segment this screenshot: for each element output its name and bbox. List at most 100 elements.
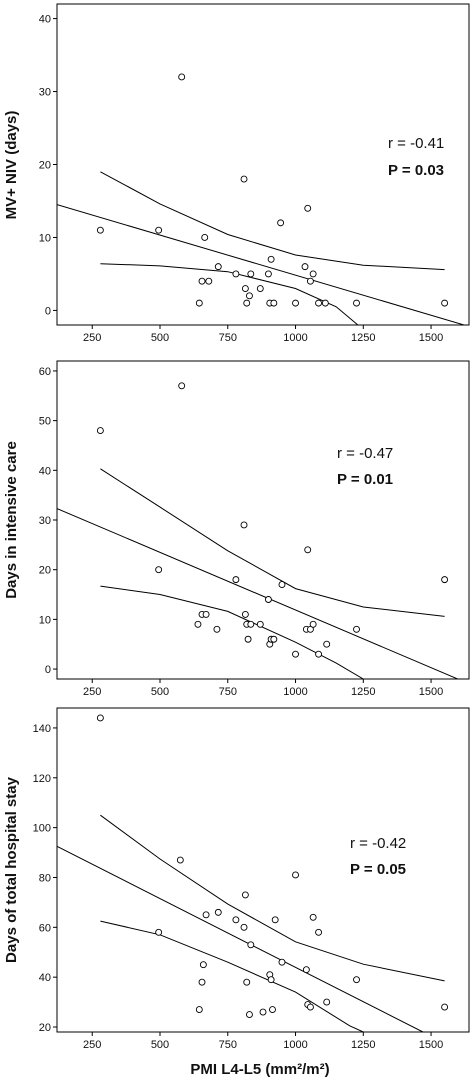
x-tick-label: 1500 xyxy=(419,1039,443,1051)
data-point xyxy=(304,546,312,554)
data-point xyxy=(271,916,279,924)
x-tick-label: 1250 xyxy=(351,1039,375,1051)
y-tick-label: 60 xyxy=(39,366,51,378)
x-tick-label: 1000 xyxy=(283,1039,307,1051)
y-tick-label: 10 xyxy=(39,232,51,244)
data-point xyxy=(306,277,314,285)
data-point xyxy=(353,299,360,307)
data-point xyxy=(315,299,323,307)
y-tick-label: 140 xyxy=(33,723,51,735)
data-point xyxy=(155,226,163,234)
data-point xyxy=(178,73,186,81)
x-tick-label: 1000 xyxy=(283,332,307,344)
data-point xyxy=(267,976,275,984)
data-point xyxy=(302,966,310,974)
data-point xyxy=(243,978,251,986)
data-point xyxy=(240,923,248,931)
data-point xyxy=(247,941,255,949)
confidence-band-upper xyxy=(100,468,445,617)
regression-lines xyxy=(57,171,466,325)
data-point xyxy=(353,625,360,633)
series-layer: 0 10 20 30 40 250 500 750 1000 1250 1500 xyxy=(39,14,466,344)
x-tick-label: 500 xyxy=(151,686,169,698)
y-tick-label: 0 xyxy=(45,664,51,676)
x-tick-label: 500 xyxy=(151,1039,169,1051)
p-value: P = 0.01 xyxy=(337,471,393,488)
x-tick-label: 500 xyxy=(151,332,169,344)
data-point xyxy=(309,620,317,628)
data-point xyxy=(195,1006,203,1014)
data-point xyxy=(247,620,255,628)
data-point xyxy=(292,650,299,658)
y-axis-label: Days of total hospital stay xyxy=(3,776,20,963)
data-point xyxy=(269,1006,276,1014)
data-point xyxy=(315,928,323,936)
series-layer: 0 10 20 30 40 50 60 250 500 750 1000 1250 1500 xyxy=(39,366,460,698)
y-tick-label: 80 xyxy=(39,872,51,884)
data-point xyxy=(441,576,449,584)
confidence-band-lower xyxy=(100,263,359,325)
data-point xyxy=(214,263,222,271)
chart-panel-mv-niv: 0 10 20 30 40 250 500 750 1000 1250 1500 r = -0.41… xyxy=(3,3,470,344)
data-point xyxy=(304,204,312,212)
data-point xyxy=(353,976,360,984)
data-point xyxy=(323,640,331,648)
y-tick-label: 40 xyxy=(39,972,51,984)
y-tick-label: 100 xyxy=(33,823,51,835)
plot-frame xyxy=(56,360,470,680)
y-tick-label: 30 xyxy=(39,515,51,527)
data-point xyxy=(264,596,272,603)
y-tick-label: 120 xyxy=(33,773,51,785)
x-tick-label: 1250 xyxy=(351,332,375,344)
p-value: P = 0.03 xyxy=(388,162,444,179)
data-point xyxy=(96,427,104,435)
x-tick-label: 250 xyxy=(83,1039,101,1051)
data-point xyxy=(176,856,184,864)
data-point xyxy=(267,255,275,263)
correlation-r: r = -0.42 xyxy=(350,835,406,852)
y-tick-label: 40 xyxy=(39,465,51,477)
data-point xyxy=(214,908,222,916)
y-axis-label: MV+ NIV (days) xyxy=(3,111,20,220)
plot-frame xyxy=(56,707,470,1033)
chart-panel-hospital-stay: 20 40 60 80 100 120 140 250 500 750 1000 1250 1500 r… xyxy=(3,707,470,1078)
x-tick-label: 1500 xyxy=(419,332,443,344)
data-point xyxy=(240,175,248,183)
data-point xyxy=(198,978,206,986)
data-point xyxy=(195,299,203,307)
x-tick-label: 1000 xyxy=(283,686,307,698)
data-point xyxy=(241,891,249,899)
x-tick-label: 750 xyxy=(219,1039,237,1051)
x-tick-label: 250 xyxy=(83,332,101,344)
chart-panel-icu: 0 10 20 30 40 50 60 250 500 750 1000 1250 1500 r = -… xyxy=(3,360,470,698)
data-point xyxy=(278,958,286,966)
data-point xyxy=(315,650,323,658)
p-value: P = 0.05 xyxy=(350,861,406,878)
data-point xyxy=(256,620,264,628)
data-point xyxy=(245,1011,253,1019)
data-point xyxy=(247,270,255,278)
data-point xyxy=(232,576,240,584)
fit-line xyxy=(57,508,460,679)
data-point xyxy=(244,635,252,643)
plot-frame xyxy=(56,3,470,326)
data-point xyxy=(202,610,210,618)
confidence-band-lower xyxy=(100,920,364,1032)
data-point xyxy=(323,998,331,1006)
data-point xyxy=(292,299,299,307)
data-point xyxy=(240,521,248,529)
y-tick-label: 50 xyxy=(39,416,51,428)
data-point xyxy=(96,226,104,234)
data-point xyxy=(292,871,299,879)
data-point xyxy=(213,625,221,633)
y-tick-label: 20 xyxy=(39,1022,51,1034)
fit-line xyxy=(57,204,466,325)
data-point xyxy=(199,961,207,969)
data-point xyxy=(441,299,449,307)
data-point xyxy=(278,581,286,589)
y-tick-label: 60 xyxy=(39,922,51,934)
data-point xyxy=(232,270,240,278)
correlation-r: r = -0.47 xyxy=(337,445,393,462)
x-tick-label: 250 xyxy=(83,686,101,698)
x-tick-label: 750 xyxy=(219,686,237,698)
